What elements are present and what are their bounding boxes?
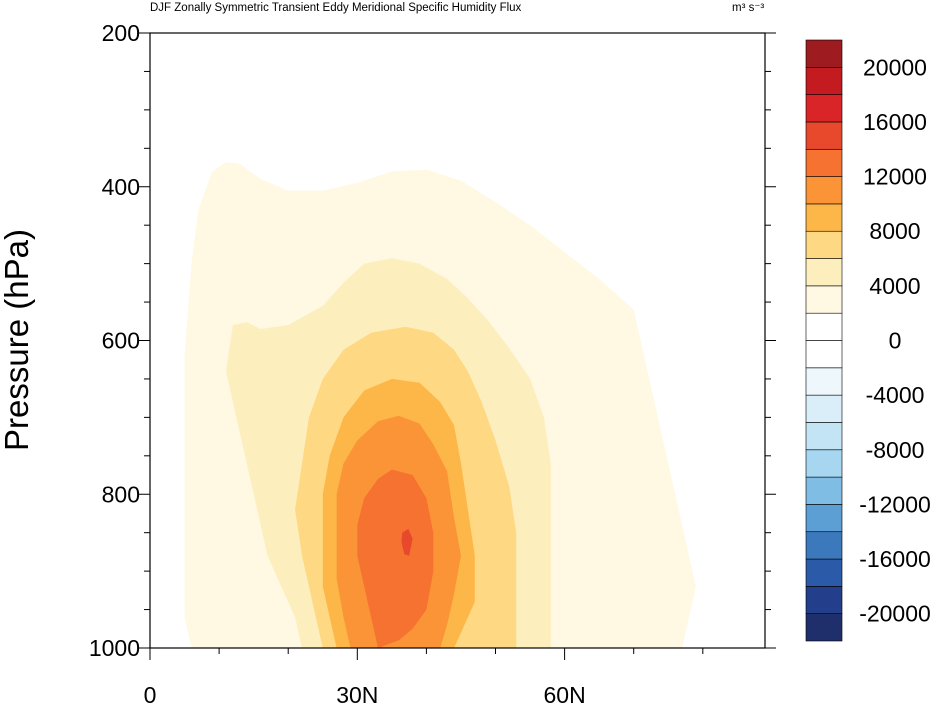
colorbar-label: 4000 xyxy=(869,273,920,299)
colorbar-label: -20000 xyxy=(859,601,931,627)
y-tick-label: 400 xyxy=(102,174,140,200)
colorbar-box--4000 xyxy=(805,367,843,396)
colorbar-box--22000 xyxy=(805,613,843,642)
colorbar-box-10000 xyxy=(805,176,843,205)
y-tick-label: 200 xyxy=(102,20,140,46)
chart-title: DJF Zonally Symmetric Transient Eddy Mer… xyxy=(150,2,522,14)
colorbar-label: -4000 xyxy=(866,382,925,408)
colorbar-label: -12000 xyxy=(859,491,931,517)
colorbar-label: -16000 xyxy=(859,546,931,572)
colorbar-box--6000 xyxy=(805,394,843,423)
colorbar-label: 8000 xyxy=(869,218,920,244)
units-label: m³ s⁻³ xyxy=(732,2,764,14)
colorbar-box--18000 xyxy=(805,558,843,587)
x-tick-label: 60N xyxy=(544,682,586,707)
colorbar-box-4000 xyxy=(805,258,843,287)
colorbar-box--2000 xyxy=(805,340,843,369)
colorbar-box-14000 xyxy=(805,121,843,150)
colorbar-box-16000 xyxy=(805,94,843,123)
y-axis-label: Pressure (hPa) xyxy=(0,229,35,451)
contour-region-2000-7 xyxy=(196,567,213,606)
colorbar-label: 0 xyxy=(889,328,902,354)
colorbar: 20000 16000 12000 8000 4000 0 -4000 -8000 -12000… xyxy=(805,39,931,642)
colorbar-label: 16000 xyxy=(863,109,927,135)
y-tick-label: 800 xyxy=(102,481,140,507)
colorbar-box--10000 xyxy=(805,449,843,478)
colorbar-box-20000 xyxy=(805,39,843,68)
colorbar-label: -8000 xyxy=(866,437,925,463)
contour-fill-layer xyxy=(184,162,696,648)
x-tick-label: 30N xyxy=(336,682,378,707)
colorbar-box-8000 xyxy=(805,203,843,232)
colorbar-box-6000 xyxy=(805,230,843,259)
colorbar-box--8000 xyxy=(805,422,843,451)
colorbar-box-12000 xyxy=(805,148,843,177)
contour-region-14000-6 xyxy=(401,528,413,556)
colorbar-box--14000 xyxy=(805,504,843,533)
colorbar-box-2000 xyxy=(805,285,843,314)
colorbar-box--20000 xyxy=(805,586,843,614)
x-tick-label: 0 xyxy=(144,682,157,707)
colorbar-label: 12000 xyxy=(863,164,927,190)
y-tick-label: 1000 xyxy=(89,635,140,661)
axis-ticks xyxy=(139,32,776,660)
colorbar-label: 20000 xyxy=(863,54,927,80)
colorbar-box-0 xyxy=(805,312,843,341)
colorbar-box-18000 xyxy=(805,67,843,95)
colorbar-box--12000 xyxy=(805,476,843,505)
y-tick-label: 600 xyxy=(102,328,140,354)
colorbar-box--16000 xyxy=(805,531,843,560)
contour-region-12000-5 xyxy=(357,469,434,648)
